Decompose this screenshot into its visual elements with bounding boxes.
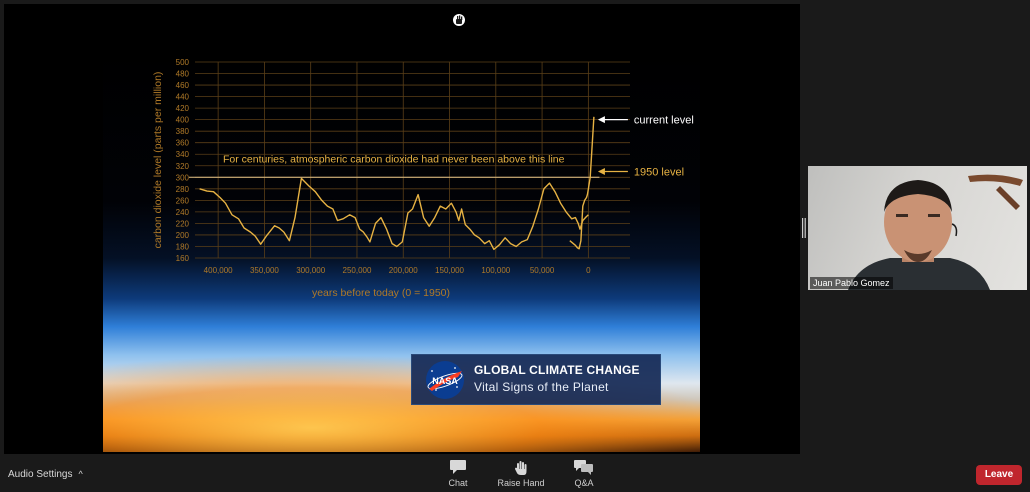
leave-button[interactable]: Leave	[976, 465, 1022, 485]
y-axis-label: carbon dioxide level (parts per million)	[152, 72, 164, 249]
x-tick-label: 200,000	[389, 266, 418, 275]
nasa-logo: NASA	[426, 361, 464, 399]
participant-name: Juan Pablo Gomez	[810, 277, 893, 289]
x-tick-label: 0	[586, 266, 591, 275]
x-axis-label: years before today (0 = 1950)	[312, 287, 450, 299]
reference-line-label: For centuries, atmospheric carbon dioxid…	[223, 153, 565, 165]
y-tick-label: 360	[176, 139, 190, 148]
raise-hand-label: Raise Hand	[497, 478, 545, 488]
x-tick-label: 300,000	[296, 266, 325, 275]
y-tick-label: 280	[176, 185, 190, 194]
participant-video	[848, 174, 1023, 290]
presentation-slide: For centuries, atmospheric carbon dioxid…	[103, 48, 700, 452]
chat-button[interactable]: Chat	[442, 459, 474, 488]
audio-settings-label: Audio Settings	[8, 469, 73, 480]
audio-settings-button[interactable]: Audio Settings ^	[8, 469, 83, 480]
y-tick-label: 460	[176, 81, 190, 90]
banner-subtitle: Vital Signs of the Planet	[474, 380, 609, 394]
y-tick-label: 160	[176, 254, 190, 263]
series-line-1	[569, 116, 595, 250]
raise-hand-button[interactable]: Raise Hand	[494, 459, 548, 488]
y-tick-label: 260	[176, 196, 190, 205]
y-tick-label: 240	[176, 208, 190, 217]
y-tick-label: 180	[176, 242, 190, 251]
banner-title: GLOBAL CLIMATE CHANGE	[474, 363, 640, 377]
y-tick-label: 220	[176, 219, 190, 228]
meeting-toolbar: Audio Settings ^ Chat Raise Hand Q&A Leav…	[0, 455, 1030, 492]
y-tick-label: 300	[176, 173, 190, 182]
annotation-label: 1950 level	[634, 167, 684, 179]
x-tick-label: 400,000	[204, 266, 233, 275]
qa-label: Q&A	[574, 478, 594, 488]
arrow-left-icon	[597, 168, 605, 176]
x-tick-label: 150,000	[435, 266, 464, 275]
arrow-left-icon	[597, 116, 605, 124]
y-tick-label: 480	[176, 70, 190, 79]
y-tick-label: 500	[176, 58, 190, 67]
chat-label: Chat	[448, 478, 468, 488]
participant-video-tile[interactable]: Juan Pablo Gomez	[808, 166, 1027, 290]
y-tick-label: 400	[176, 116, 190, 125]
x-tick-label: 50,000	[530, 266, 555, 275]
y-tick-label: 420	[176, 104, 190, 113]
qa-icon	[574, 460, 593, 475]
share-hand-icon	[453, 14, 465, 26]
qa-button[interactable]: Q&A	[568, 459, 600, 488]
caret-up-icon[interactable]: ^	[78, 469, 83, 479]
raise-hand-icon	[515, 461, 527, 475]
y-tick-label: 340	[176, 150, 190, 159]
y-tick-label: 440	[176, 93, 190, 102]
x-tick-label: 100,000	[481, 266, 510, 275]
annotation-label: current level	[634, 115, 694, 127]
chat-icon	[450, 460, 466, 474]
y-tick-label: 200	[176, 231, 190, 240]
series-line-0	[199, 177, 589, 251]
co2-chart: For centuries, atmospheric carbon dioxid…	[152, 58, 694, 299]
nasa-logo-text: NASA	[432, 376, 458, 386]
nasa-banner: NASA GLOBAL CLIMATE CHANGE Vital Signs o…	[411, 354, 661, 405]
y-tick-label: 380	[176, 127, 190, 136]
panel-splitter-handle[interactable]	[802, 218, 806, 238]
y-tick-label: 320	[176, 162, 190, 171]
x-tick-label: 350,000	[250, 266, 279, 275]
x-tick-label: 250,000	[343, 266, 372, 275]
